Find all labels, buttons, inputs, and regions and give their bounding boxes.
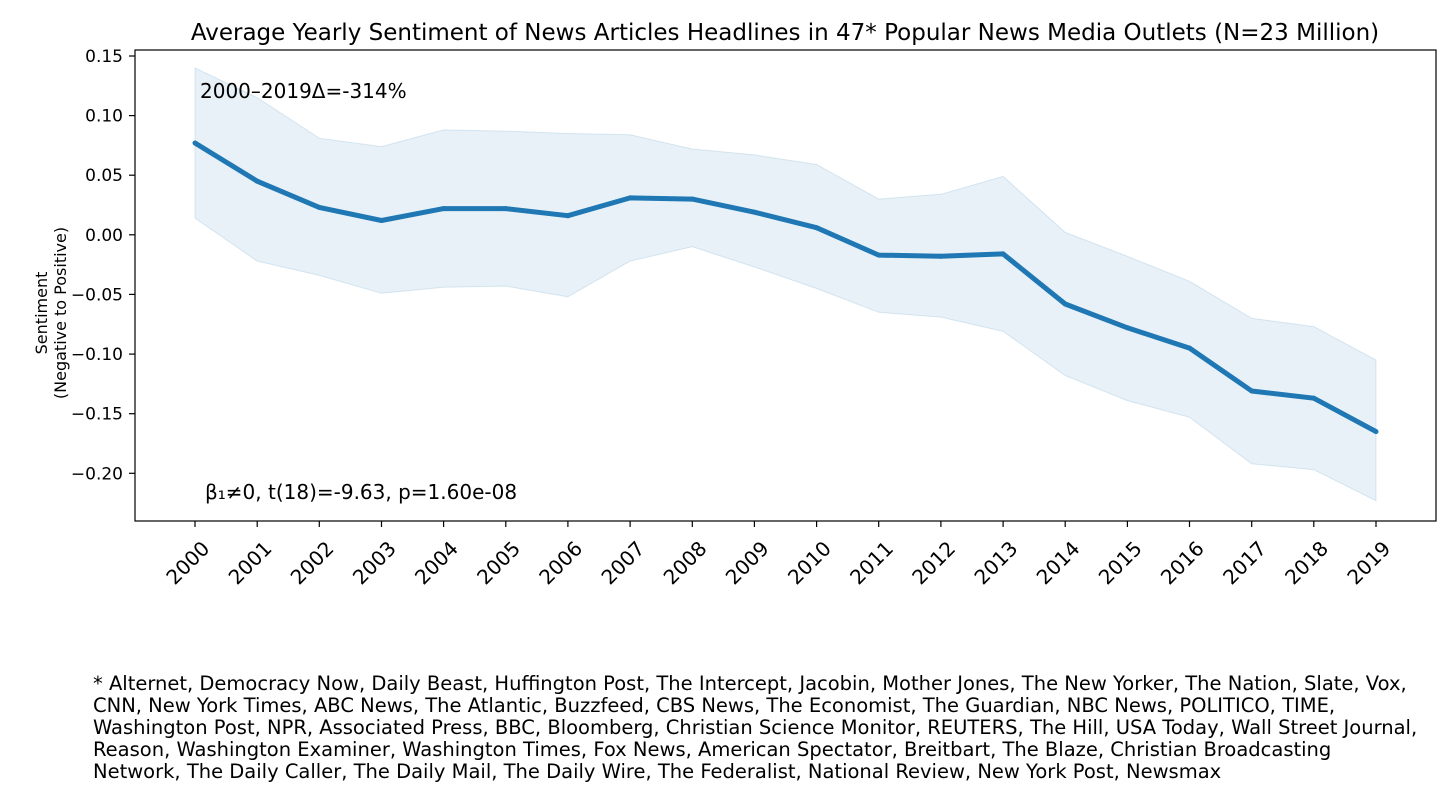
data-point-2009 bbox=[751, 209, 757, 215]
data-point-2014 bbox=[1062, 301, 1068, 307]
series-line-layer bbox=[192, 140, 1379, 435]
y-tick-label: −0.05 bbox=[71, 285, 123, 305]
y-axis: 0.15 0.10 0.05 0.00 −0.05 −0.10 −0.15 −0.20 bbox=[71, 47, 135, 484]
y-tick-label: 0.15 bbox=[85, 47, 123, 67]
confidence-band bbox=[194, 67, 1377, 502]
chart-title: Average Yearly Sentiment of News Article… bbox=[191, 20, 1379, 46]
x-tick-label-2016: 2016 bbox=[1156, 536, 1209, 589]
y-tick-label: −0.15 bbox=[71, 405, 123, 425]
x-tick-label-2005: 2005 bbox=[472, 536, 525, 589]
data-point-2004 bbox=[441, 206, 447, 212]
plot-frame bbox=[134, 49, 1437, 522]
data-point-2008 bbox=[689, 196, 695, 202]
confidence-band-layer bbox=[194, 67, 1377, 502]
x-tick-label-2013: 2013 bbox=[969, 536, 1022, 589]
data-point-2019 bbox=[1373, 429, 1379, 435]
data-point-2005 bbox=[503, 206, 509, 212]
x-tick-label-2018: 2018 bbox=[1280, 536, 1333, 589]
x-tick-label-2011: 2011 bbox=[845, 536, 898, 589]
x-tick-label-2003: 2003 bbox=[348, 536, 401, 589]
y-tick-label: 0.05 bbox=[85, 166, 123, 186]
sentiment-line-chart: Average Yearly Sentiment of News Article… bbox=[32, 20, 1437, 589]
data-point-2001 bbox=[254, 178, 260, 184]
y-axis-label-line1: Sentiment bbox=[32, 272, 51, 355]
delta-annotation: 2000–2019Δ=-314% bbox=[200, 79, 407, 103]
data-point-2010 bbox=[814, 225, 820, 231]
x-tick-label-2006: 2006 bbox=[534, 536, 587, 589]
data-point-2011 bbox=[876, 252, 882, 258]
data-point-2018 bbox=[1311, 395, 1317, 401]
x-tick-label-2014: 2014 bbox=[1032, 536, 1085, 589]
x-tick-label-2017: 2017 bbox=[1218, 536, 1271, 589]
x-tick-label-2001: 2001 bbox=[224, 536, 277, 589]
x-tick-label-2000: 2000 bbox=[161, 536, 214, 589]
x-tick-label-2019: 2019 bbox=[1342, 536, 1395, 589]
x-tick-label-2009: 2009 bbox=[721, 536, 774, 589]
stats-annotation: β₁≠0, t(18)=-9.63, p=1.60e-08 bbox=[205, 480, 517, 504]
data-point-2007 bbox=[627, 195, 633, 201]
data-point-2012 bbox=[938, 253, 944, 259]
data-point-2017 bbox=[1249, 388, 1255, 394]
y-tick-label: 0.00 bbox=[85, 226, 123, 246]
x-tick-label-2007: 2007 bbox=[596, 536, 649, 589]
x-axis: 2000 2001 2002 2003 2004 2005 2006 2007 2008 2009… bbox=[161, 521, 1395, 589]
x-tick-label-2010: 2010 bbox=[783, 536, 836, 589]
outlet-list-footnote: * Alternet, Democracy Now, Daily Beast, … bbox=[93, 672, 1418, 783]
y-axis-label-line2: (Negative to Positive) bbox=[51, 227, 70, 399]
data-point-2006 bbox=[565, 213, 571, 219]
y-tick-label: −0.10 bbox=[71, 345, 123, 365]
data-point-2000 bbox=[192, 140, 198, 146]
x-tick-label-2008: 2008 bbox=[659, 536, 712, 589]
x-tick-label-2015: 2015 bbox=[1094, 536, 1147, 589]
x-tick-label-2002: 2002 bbox=[286, 536, 339, 589]
data-point-2015 bbox=[1124, 325, 1130, 331]
data-point-2016 bbox=[1187, 345, 1192, 351]
data-point-2013 bbox=[1000, 251, 1006, 257]
y-axis-label: Sentiment (Negative to Positive) bbox=[32, 227, 70, 399]
x-tick-label-2004: 2004 bbox=[410, 536, 463, 589]
y-tick-label: −0.20 bbox=[71, 464, 123, 484]
data-point-2002 bbox=[316, 204, 322, 210]
y-tick-label: 0.10 bbox=[85, 107, 123, 127]
x-tick-label-2012: 2012 bbox=[907, 536, 960, 589]
series-line-0 bbox=[193, 140, 1378, 434]
data-point-2003 bbox=[379, 218, 384, 223]
